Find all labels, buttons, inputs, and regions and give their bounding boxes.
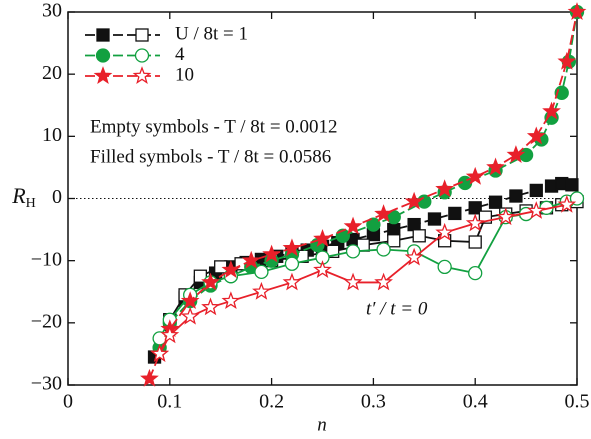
x-axis-label: n	[317, 414, 327, 435]
legend-symbol	[93, 66, 113, 84]
y-tick-label: 0	[52, 186, 62, 208]
legend-symbol	[96, 28, 110, 42]
data-point	[241, 250, 261, 269]
data-point	[282, 272, 302, 291]
data-point	[496, 207, 516, 226]
legend-symbol	[135, 28, 149, 42]
y-tick-label: −30	[31, 373, 62, 395]
data-point	[221, 291, 241, 310]
x-tick-label: 0.3	[361, 391, 386, 413]
data-point	[343, 216, 363, 235]
data-point	[565, 178, 579, 192]
legend-label: 10	[175, 64, 194, 85]
data-point	[254, 264, 269, 280]
data-point	[557, 194, 577, 213]
annotation: t′ / t = 0	[366, 298, 428, 319]
legend-symbol	[134, 48, 150, 63]
data-point	[468, 265, 483, 281]
data-point	[180, 291, 200, 310]
annotation: Empty symbols - T / 8t = 0.0012	[90, 116, 338, 137]
data-point	[435, 222, 455, 241]
data-point	[465, 166, 485, 185]
data-point	[201, 297, 220, 316]
x-tick-label: 0	[63, 391, 73, 413]
x-tick-label: 0.2	[259, 391, 284, 413]
data-point	[465, 213, 485, 232]
data-point	[150, 344, 169, 362]
data-point	[448, 206, 462, 221]
y-tick-label: −20	[31, 310, 62, 332]
data-point	[526, 201, 546, 219]
data-point	[407, 217, 421, 232]
data-point	[412, 229, 426, 243]
data-point	[313, 229, 332, 247]
legend-label: 4	[175, 44, 185, 65]
y-tick-label: −10	[31, 248, 62, 270]
data-point	[486, 157, 505, 176]
data-point	[468, 235, 482, 249]
data-point	[374, 272, 393, 291]
x-tick-label: 0.1	[157, 391, 182, 413]
data-point	[376, 242, 391, 257]
data-point	[427, 212, 442, 226]
data-point	[404, 191, 424, 210]
data-point	[557, 51, 577, 70]
data-point	[262, 244, 281, 263]
data-point	[435, 179, 455, 198]
data-point	[488, 195, 503, 209]
y-axis-label: RH	[11, 183, 36, 211]
data-point	[417, 194, 432, 209]
data-point	[345, 244, 361, 259]
data-point	[526, 126, 546, 145]
series-line	[158, 11, 578, 349]
legend-symbol	[95, 48, 111, 63]
legend-symbol	[132, 66, 152, 84]
y-axis-label-sub: H	[26, 196, 36, 211]
data-point	[437, 259, 452, 275]
data-point	[374, 204, 393, 223]
data-point	[193, 269, 207, 283]
data-point	[542, 101, 561, 120]
y-axis-label-main: R	[11, 183, 26, 208]
data-point	[387, 222, 401, 237]
y-tick-label: 30	[42, 0, 62, 22]
data-point	[567, 2, 587, 20]
legend-label: U / 8t = 1	[175, 23, 248, 44]
series-line	[158, 203, 567, 355]
data-point	[509, 189, 523, 203]
data-point	[387, 234, 401, 248]
data-point	[160, 325, 180, 344]
annotation: Filled symbols - T / 8t = 0.0586	[90, 146, 331, 167]
data-point	[313, 260, 332, 278]
y-tick-label: 10	[42, 124, 62, 146]
data-point	[343, 272, 363, 291]
x-tick-label: 0.5	[565, 391, 590, 413]
data-point	[180, 306, 200, 325]
data-point	[282, 238, 302, 257]
data-point	[252, 281, 271, 300]
data-point	[366, 217, 381, 232]
data-point	[140, 368, 159, 387]
data-point	[529, 183, 543, 198]
x-tick-label: 0.4	[463, 391, 488, 413]
data-point	[404, 247, 424, 266]
data-point	[506, 145, 526, 163]
data-point	[284, 256, 300, 271]
data-point	[221, 260, 241, 278]
y-tick-label: 20	[42, 62, 62, 84]
data-point	[201, 272, 220, 291]
